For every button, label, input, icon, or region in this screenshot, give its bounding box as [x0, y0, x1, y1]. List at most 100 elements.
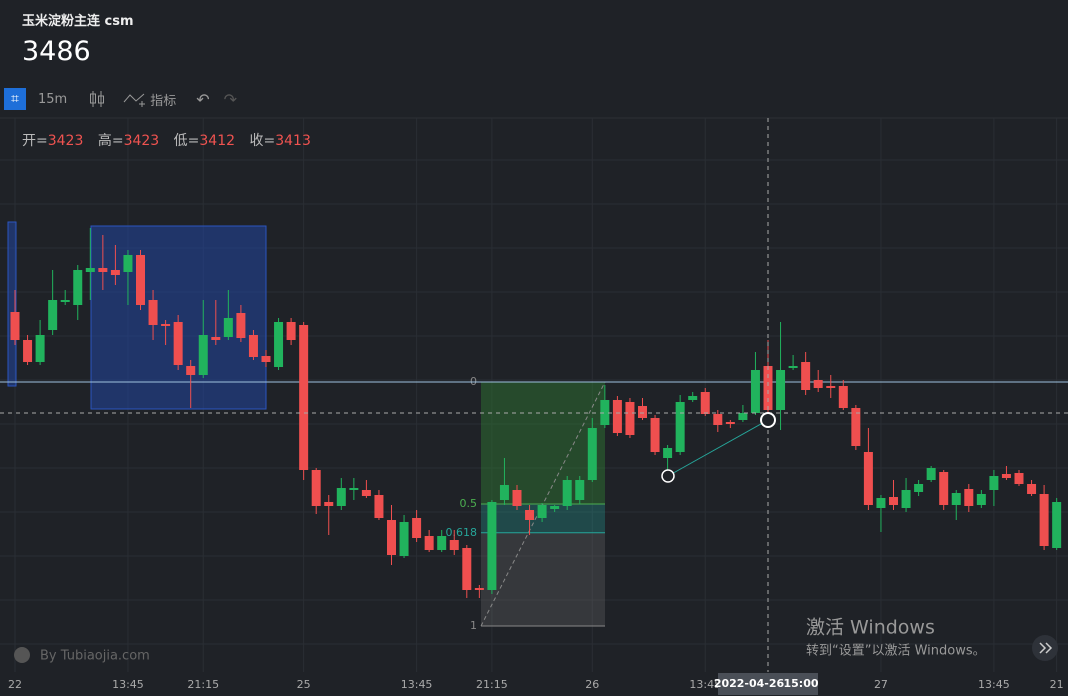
candle-body	[838, 386, 848, 408]
candle-body	[663, 448, 673, 458]
candle-body	[625, 402, 635, 435]
candle-body	[374, 495, 384, 518]
candle-body	[813, 380, 823, 388]
legend-label: 低=	[173, 133, 200, 149]
x-tick-label: 25	[297, 678, 311, 691]
candle-body	[951, 493, 961, 505]
candle-body	[487, 502, 497, 590]
crop-button[interactable]: ⌗	[4, 88, 26, 110]
candle-body	[713, 414, 723, 425]
candle-body	[236, 313, 246, 338]
candle-body	[939, 472, 949, 505]
fib-level-label: 0.5	[460, 497, 478, 510]
candle-body	[889, 497, 898, 505]
ohlc-legend: 开=3423 高=3423 低=3412 收=3413	[22, 130, 321, 150]
candle-body	[612, 400, 622, 433]
candle-body	[349, 488, 359, 490]
crosshair-date: 2022-04-26	[714, 677, 785, 690]
redo-button[interactable]: ↷	[223, 89, 238, 109]
candle-body	[587, 428, 597, 480]
candle-body	[926, 468, 936, 480]
candle-body	[826, 386, 836, 388]
crosshair-label-bg	[718, 673, 818, 695]
candle-body	[512, 490, 522, 506]
candle-body	[863, 452, 873, 505]
candle-body	[474, 588, 484, 590]
legend-label: 高=	[97, 133, 124, 149]
candle-body	[525, 510, 535, 520]
candle-body	[788, 366, 798, 368]
os-notice-subtitle: 转到“设置”以激活 Windows。	[806, 644, 986, 659]
candle-body	[198, 335, 208, 375]
candle-body	[725, 422, 735, 424]
drawn-rectangle	[7, 221, 17, 387]
fib-zone	[481, 532, 605, 626]
candle-body	[437, 536, 447, 550]
candle-body	[989, 476, 999, 490]
candle-body	[638, 406, 647, 418]
candle-body	[1001, 474, 1011, 478]
candle-body	[876, 498, 886, 508]
x-tick-label: 13:45	[401, 678, 433, 691]
candle-body	[499, 485, 509, 500]
candle-body	[399, 522, 409, 556]
crosshair-time: 15:00	[783, 677, 818, 690]
candle-body	[462, 548, 472, 590]
candle-body	[60, 300, 70, 302]
candle-body	[98, 268, 108, 272]
candle-type-button[interactable]	[89, 90, 105, 108]
interval-button[interactable]: 15m	[38, 91, 68, 107]
candle-body	[299, 325, 309, 470]
candle-body	[688, 396, 698, 400]
watermark-icon	[14, 647, 30, 663]
candle-body	[776, 370, 786, 410]
candle-body	[562, 480, 572, 506]
indicator-icon[interactable]	[123, 90, 147, 108]
x-tick-label: 13:45	[689, 678, 721, 691]
trend-line	[667, 419, 769, 477]
candle-body	[600, 400, 610, 425]
last-price: 3486	[22, 36, 91, 67]
candle-body	[763, 366, 773, 410]
candle-body	[211, 337, 221, 340]
candle-body	[537, 505, 547, 518]
candle-body	[324, 502, 334, 506]
candle-body	[738, 413, 748, 420]
trend-handle	[661, 469, 675, 483]
candle-body	[1027, 484, 1037, 494]
candle-body	[1039, 494, 1049, 546]
x-tick-label: 21:15	[476, 678, 508, 691]
candle-body	[964, 489, 974, 506]
symbol-title: 玉米淀粉主连 csm	[22, 14, 134, 29]
candle-body	[35, 335, 45, 362]
candle-body	[412, 518, 422, 538]
legend-value: 3423	[123, 133, 160, 149]
candle-body	[173, 322, 183, 365]
x-tick-label: 13:45	[978, 678, 1010, 691]
candle-body	[336, 488, 346, 506]
candle-body	[311, 470, 321, 506]
fib-zone	[481, 382, 605, 504]
scroll-button-icon	[1039, 642, 1053, 654]
x-tick-label: 13:45	[112, 678, 144, 691]
candle-body	[361, 490, 371, 496]
candle-body	[901, 490, 911, 508]
candle-body	[186, 366, 196, 375]
candle-body	[801, 362, 811, 390]
legend-value: 3423	[47, 133, 84, 149]
candle-body	[10, 312, 20, 340]
candle-body	[248, 335, 258, 357]
candle-body	[449, 540, 459, 550]
candle-body	[23, 340, 33, 362]
x-tick-label: 21:15	[187, 678, 219, 691]
candle-body	[700, 392, 710, 414]
undo-button[interactable]: ↶	[196, 89, 210, 109]
indicator-button[interactable]: 指标	[150, 93, 177, 109]
candle-body	[851, 408, 861, 446]
candle-body	[675, 402, 685, 452]
candle-body	[914, 484, 924, 492]
candle-body	[286, 322, 296, 340]
candle-body	[976, 494, 986, 505]
